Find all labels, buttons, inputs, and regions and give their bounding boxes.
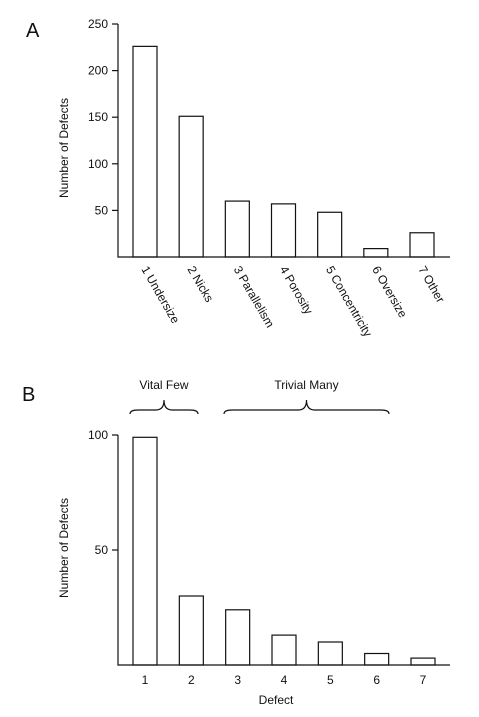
- panel-a-bar-5: [317, 211, 343, 258]
- panel-a-x-tick-label: 1 Undersize: [138, 264, 182, 327]
- panel-a-bar-2: [178, 115, 204, 258]
- panel-b-x-tick-label: 6: [373, 673, 380, 687]
- panel-a-bar-4: [270, 203, 297, 258]
- panel-b-x-tick-label: 5: [327, 673, 334, 687]
- panel-b-bar-6: [364, 652, 390, 666]
- panel-b-annotation-label: Trivial Many: [274, 378, 338, 392]
- panel-b-bar-3: [225, 609, 251, 666]
- panel-a-y-tick-label: 100: [88, 157, 108, 171]
- panel-b-label: B: [22, 384, 35, 406]
- panel-b-y-tick-label: 50: [95, 543, 109, 557]
- panel-b-annotations: Vital Few Trivial Many: [129, 378, 390, 415]
- panel-a-x-tick-label: 7 Other: [415, 264, 447, 306]
- chart-panel-a: A Number of Defects 50 100 150 200 250 1 Und…: [26, 17, 450, 339]
- panel-a-bar-6: [363, 248, 389, 258]
- panel-b-x-tick-label: 7: [420, 673, 427, 687]
- panel-a-y-ticks: 50 100 150 200 250: [88, 17, 118, 217]
- panel-b-bar-2: [178, 595, 204, 666]
- panel-b-x-tick-label: 4: [281, 673, 288, 687]
- panel-b-brace: [223, 399, 390, 415]
- panel-a-x-tick-label: 4 Porosity: [277, 264, 316, 317]
- panel-b-axes: [117, 435, 450, 666]
- chart-panel-b: B Number of Defects Defect Vital Few Triv…: [22, 378, 450, 707]
- panel-a-bar-1: [132, 45, 158, 258]
- panel-a-label: A: [26, 20, 40, 42]
- panel-b-bar-7: [410, 657, 436, 666]
- panel-a-axes: [117, 24, 450, 258]
- panel-b-y-axis-title: Number of Defects: [57, 498, 71, 598]
- panel-a-x-ticks: 1 Undersize 2 Nicks 3 Parallelism 4 Porosit…: [138, 264, 447, 340]
- panel-a-y-axis-title: Number of Defects: [57, 98, 71, 198]
- panel-b-x-tick-label: 1: [142, 673, 149, 687]
- panel-b-bar-5: [317, 641, 343, 666]
- panel-b-bars: [132, 436, 436, 666]
- panel-a-y-tick-label: 150: [88, 110, 108, 124]
- panel-a-bar-3: [224, 200, 250, 258]
- panel-b-x-tick-label: 3: [234, 673, 241, 687]
- panel-b-bar-4: [271, 634, 297, 666]
- panel-a-y-tick-label: 250: [88, 17, 108, 31]
- panel-a-bars: [132, 45, 435, 258]
- panel-a-x-tick-label: 6 Oversize: [369, 264, 410, 321]
- panel-a-x-tick-label: 5 Concentricity: [323, 264, 375, 340]
- panel-b-x-axis-title: Defect: [259, 693, 294, 707]
- panel-a-bar-7: [409, 232, 435, 258]
- panel-b-x-tick-label: 2: [188, 673, 195, 687]
- panel-b-x-ticks: 1 2 3 4 5 6 7: [142, 673, 427, 687]
- panel-b-annotation-label: Vital Few: [139, 378, 188, 392]
- panel-b-bar-1: [132, 436, 158, 666]
- panel-a-x-tick-label: 2 Nicks: [185, 264, 217, 305]
- panel-b-brace: [129, 399, 199, 415]
- panel-b-y-tick-label: 100: [88, 428, 108, 442]
- panel-a-y-tick-label: 50: [95, 203, 109, 217]
- panel-b-y-ticks: 50 100: [88, 428, 118, 557]
- panel-a-x-tick-label: 3 Parallelism: [231, 264, 277, 330]
- panel-a-y-tick-label: 200: [88, 64, 108, 78]
